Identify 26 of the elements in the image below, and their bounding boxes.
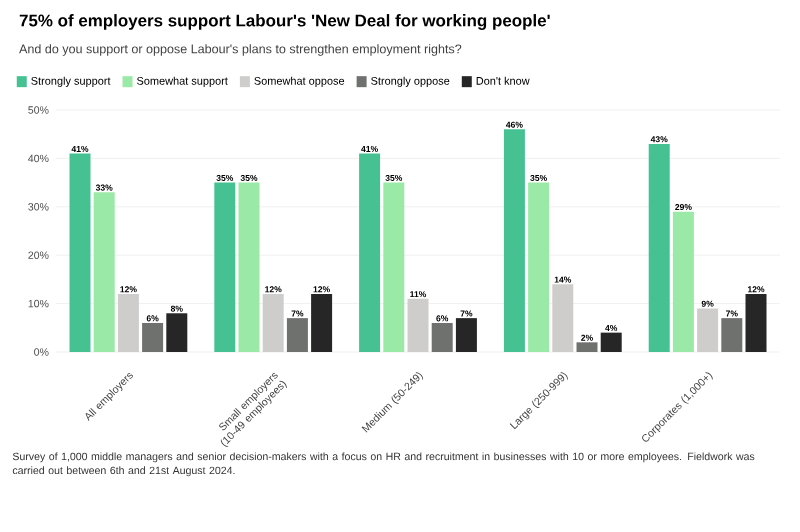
bar (311, 293, 333, 353)
bar (672, 211, 694, 353)
bar (117, 293, 139, 353)
bar (93, 192, 115, 353)
bar (697, 308, 719, 353)
bar (552, 284, 574, 353)
bar (238, 182, 260, 353)
bar (142, 322, 164, 353)
bar (721, 318, 743, 353)
bar (407, 298, 429, 353)
bar (528, 182, 550, 353)
bar (286, 318, 308, 353)
bar (431, 322, 453, 353)
bar (648, 143, 670, 353)
bar (214, 182, 236, 353)
bar (576, 342, 598, 353)
bar (69, 153, 91, 353)
bar (383, 182, 405, 353)
bar (503, 129, 525, 353)
chart-title: 75% of employers support Labour's 'New Deal for working people' (19, 14, 550, 30)
bar (455, 318, 477, 353)
bar (745, 293, 767, 353)
bar (600, 332, 622, 353)
bar (359, 153, 381, 353)
bar (166, 313, 188, 353)
bar (262, 293, 284, 353)
